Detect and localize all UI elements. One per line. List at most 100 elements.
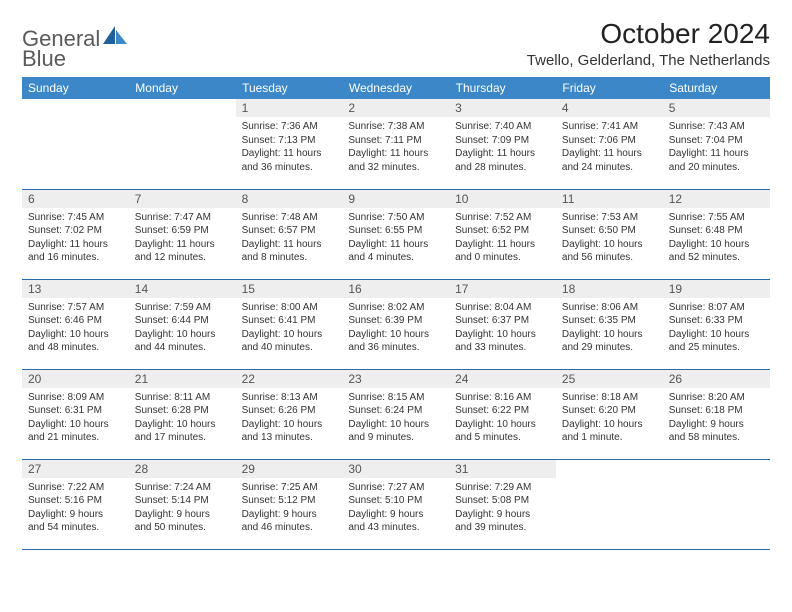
calendar-day-cell: 13Sunrise: 7:57 AMSunset: 6:46 PMDayligh… bbox=[22, 279, 129, 369]
sunset-text: Sunset: 5:16 PM bbox=[28, 494, 123, 508]
sunrise-text: Sunrise: 7:22 AM bbox=[28, 481, 123, 495]
day-details: Sunrise: 8:04 AMSunset: 6:37 PMDaylight:… bbox=[449, 298, 556, 359]
daylight-text-2: and 28 minutes. bbox=[455, 161, 550, 175]
day-details: Sunrise: 8:13 AMSunset: 6:26 PMDaylight:… bbox=[236, 388, 343, 449]
sunset-text: Sunset: 7:09 PM bbox=[455, 134, 550, 148]
daylight-text-1: Daylight: 10 hours bbox=[135, 328, 230, 342]
calendar-body: 1Sunrise: 7:36 AMSunset: 7:13 PMDaylight… bbox=[22, 99, 770, 549]
sunrise-text: Sunrise: 7:53 AM bbox=[562, 211, 657, 225]
sunset-text: Sunset: 6:35 PM bbox=[562, 314, 657, 328]
calendar-day-cell: 5Sunrise: 7:43 AMSunset: 7:04 PMDaylight… bbox=[663, 99, 770, 189]
daylight-text-2: and 48 minutes. bbox=[28, 341, 123, 355]
daylight-text-2: and 4 minutes. bbox=[348, 251, 443, 265]
calendar-day-cell: 28Sunrise: 7:24 AMSunset: 5:14 PMDayligh… bbox=[129, 459, 236, 549]
sunrise-text: Sunrise: 7:43 AM bbox=[669, 120, 764, 134]
weekday-header: Wednesday bbox=[342, 77, 449, 99]
month-title: October 2024 bbox=[527, 18, 770, 50]
calendar-week-row: 20Sunrise: 8:09 AMSunset: 6:31 PMDayligh… bbox=[22, 369, 770, 459]
weekday-header: Tuesday bbox=[236, 77, 343, 99]
calendar-empty-cell bbox=[556, 459, 663, 549]
sunrise-text: Sunrise: 7:25 AM bbox=[242, 481, 337, 495]
sunrise-text: Sunrise: 8:09 AM bbox=[28, 391, 123, 405]
sunrise-text: Sunrise: 8:06 AM bbox=[562, 301, 657, 315]
daylight-text-1: Daylight: 10 hours bbox=[348, 328, 443, 342]
sunrise-text: Sunrise: 8:18 AM bbox=[562, 391, 657, 405]
daylight-text-1: Daylight: 10 hours bbox=[455, 328, 550, 342]
day-details: Sunrise: 7:52 AMSunset: 6:52 PMDaylight:… bbox=[449, 208, 556, 269]
day-number: 27 bbox=[22, 460, 129, 478]
daylight-text-2: and 25 minutes. bbox=[669, 341, 764, 355]
sunset-text: Sunset: 6:41 PM bbox=[242, 314, 337, 328]
sunrise-text: Sunrise: 7:47 AM bbox=[135, 211, 230, 225]
sunrise-text: Sunrise: 8:16 AM bbox=[455, 391, 550, 405]
day-number: 10 bbox=[449, 190, 556, 208]
calendar-day-cell: 3Sunrise: 7:40 AMSunset: 7:09 PMDaylight… bbox=[449, 99, 556, 189]
daylight-text-1: Daylight: 10 hours bbox=[562, 418, 657, 432]
weekday-header: Thursday bbox=[449, 77, 556, 99]
day-details: Sunrise: 7:25 AMSunset: 5:12 PMDaylight:… bbox=[236, 478, 343, 539]
weekday-header: Saturday bbox=[663, 77, 770, 99]
calendar-day-cell: 29Sunrise: 7:25 AMSunset: 5:12 PMDayligh… bbox=[236, 459, 343, 549]
day-number: 12 bbox=[663, 190, 770, 208]
sunset-text: Sunset: 6:39 PM bbox=[348, 314, 443, 328]
sunset-text: Sunset: 6:48 PM bbox=[669, 224, 764, 238]
day-number: 23 bbox=[342, 370, 449, 388]
day-details: Sunrise: 7:50 AMSunset: 6:55 PMDaylight:… bbox=[342, 208, 449, 269]
daylight-text-1: Daylight: 11 hours bbox=[669, 147, 764, 161]
daylight-text-1: Daylight: 9 hours bbox=[348, 508, 443, 522]
calendar-day-cell: 1Sunrise: 7:36 AMSunset: 7:13 PMDaylight… bbox=[236, 99, 343, 189]
sunrise-text: Sunrise: 7:52 AM bbox=[455, 211, 550, 225]
sunset-text: Sunset: 6:52 PM bbox=[455, 224, 550, 238]
day-number: 5 bbox=[663, 99, 770, 117]
sunrise-text: Sunrise: 7:59 AM bbox=[135, 301, 230, 315]
daylight-text-1: Daylight: 11 hours bbox=[562, 147, 657, 161]
day-number: 21 bbox=[129, 370, 236, 388]
sunset-text: Sunset: 6:26 PM bbox=[242, 404, 337, 418]
daylight-text-1: Daylight: 11 hours bbox=[242, 147, 337, 161]
day-number: 31 bbox=[449, 460, 556, 478]
day-number: 20 bbox=[22, 370, 129, 388]
calendar-day-cell: 17Sunrise: 8:04 AMSunset: 6:37 PMDayligh… bbox=[449, 279, 556, 369]
day-details: Sunrise: 7:47 AMSunset: 6:59 PMDaylight:… bbox=[129, 208, 236, 269]
day-details: Sunrise: 7:27 AMSunset: 5:10 PMDaylight:… bbox=[342, 478, 449, 539]
day-details: Sunrise: 8:09 AMSunset: 6:31 PMDaylight:… bbox=[22, 388, 129, 449]
daylight-text-1: Daylight: 10 hours bbox=[562, 238, 657, 252]
daylight-text-2: and 8 minutes. bbox=[242, 251, 337, 265]
day-number: 13 bbox=[22, 280, 129, 298]
daylight-text-1: Daylight: 10 hours bbox=[348, 418, 443, 432]
calendar-day-cell: 23Sunrise: 8:15 AMSunset: 6:24 PMDayligh… bbox=[342, 369, 449, 459]
calendar-week-row: 6Sunrise: 7:45 AMSunset: 7:02 PMDaylight… bbox=[22, 189, 770, 279]
day-number: 15 bbox=[236, 280, 343, 298]
sunset-text: Sunset: 7:11 PM bbox=[348, 134, 443, 148]
day-details: Sunrise: 8:11 AMSunset: 6:28 PMDaylight:… bbox=[129, 388, 236, 449]
calendar-week-row: 13Sunrise: 7:57 AMSunset: 6:46 PMDayligh… bbox=[22, 279, 770, 369]
daylight-text-1: Daylight: 11 hours bbox=[135, 238, 230, 252]
calendar-day-cell: 6Sunrise: 7:45 AMSunset: 7:02 PMDaylight… bbox=[22, 189, 129, 279]
daylight-text-2: and 1 minute. bbox=[562, 431, 657, 445]
day-number: 28 bbox=[129, 460, 236, 478]
daylight-text-2: and 58 minutes. bbox=[669, 431, 764, 445]
calendar-day-cell: 4Sunrise: 7:41 AMSunset: 7:06 PMDaylight… bbox=[556, 99, 663, 189]
sunset-text: Sunset: 5:08 PM bbox=[455, 494, 550, 508]
sunset-text: Sunset: 6:28 PM bbox=[135, 404, 230, 418]
sunrise-text: Sunrise: 7:41 AM bbox=[562, 120, 657, 134]
day-details: Sunrise: 7:55 AMSunset: 6:48 PMDaylight:… bbox=[663, 208, 770, 269]
day-details: Sunrise: 7:41 AMSunset: 7:06 PMDaylight:… bbox=[556, 117, 663, 178]
daylight-text-1: Daylight: 9 hours bbox=[455, 508, 550, 522]
sunrise-text: Sunrise: 8:20 AM bbox=[669, 391, 764, 405]
page-header: General Blue October 2024 Twello, Gelder… bbox=[22, 18, 770, 69]
sunset-text: Sunset: 6:31 PM bbox=[28, 404, 123, 418]
daylight-text-2: and 52 minutes. bbox=[669, 251, 764, 265]
day-details: Sunrise: 7:22 AMSunset: 5:16 PMDaylight:… bbox=[22, 478, 129, 539]
sunrise-text: Sunrise: 7:38 AM bbox=[348, 120, 443, 134]
calendar-day-cell: 27Sunrise: 7:22 AMSunset: 5:16 PMDayligh… bbox=[22, 459, 129, 549]
daylight-text-2: and 36 minutes. bbox=[348, 341, 443, 355]
day-number: 2 bbox=[342, 99, 449, 117]
calendar-day-cell: 31Sunrise: 7:29 AMSunset: 5:08 PMDayligh… bbox=[449, 459, 556, 549]
day-details: Sunrise: 7:45 AMSunset: 7:02 PMDaylight:… bbox=[22, 208, 129, 269]
calendar-day-cell: 16Sunrise: 8:02 AMSunset: 6:39 PMDayligh… bbox=[342, 279, 449, 369]
brand-logo: General Blue bbox=[22, 18, 129, 69]
daylight-text-2: and 32 minutes. bbox=[348, 161, 443, 175]
day-number: 11 bbox=[556, 190, 663, 208]
daylight-text-2: and 16 minutes. bbox=[28, 251, 123, 265]
